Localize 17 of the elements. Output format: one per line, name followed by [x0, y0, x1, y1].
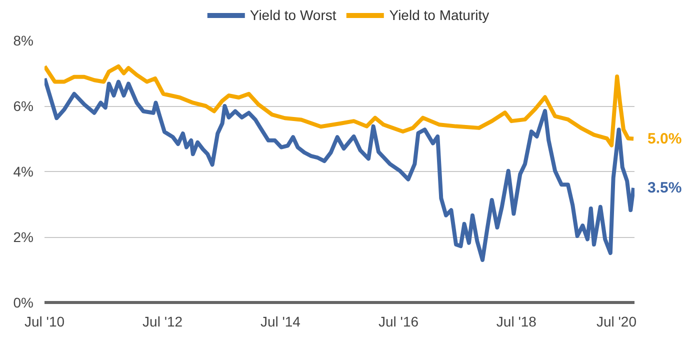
x-tick-label: Jul '18: [496, 314, 537, 330]
annotation: 5.0%: [648, 130, 682, 148]
x-tick-label: Jul '12: [142, 314, 183, 330]
y-tick-label: 6%: [13, 98, 34, 114]
x-tick-label: Jul '16: [378, 314, 419, 330]
legend-label: Yield to Worst: [250, 7, 336, 23]
x-tick-label: Jul '10: [24, 314, 65, 330]
y-tick-label: 8%: [13, 32, 34, 48]
x-tick-label: Jul '14: [260, 314, 301, 330]
y-tick-label: 4%: [13, 164, 34, 180]
legend-label: Yield to Maturity: [389, 7, 490, 23]
line-series: [44, 76, 634, 262]
x-tick-label: Jul '20: [596, 314, 637, 330]
y-tick-label: 0%: [13, 294, 34, 310]
annotation: 3.5%: [648, 179, 682, 196]
line-series: [44, 64, 634, 148]
y-tick-label: 2%: [13, 229, 34, 245]
